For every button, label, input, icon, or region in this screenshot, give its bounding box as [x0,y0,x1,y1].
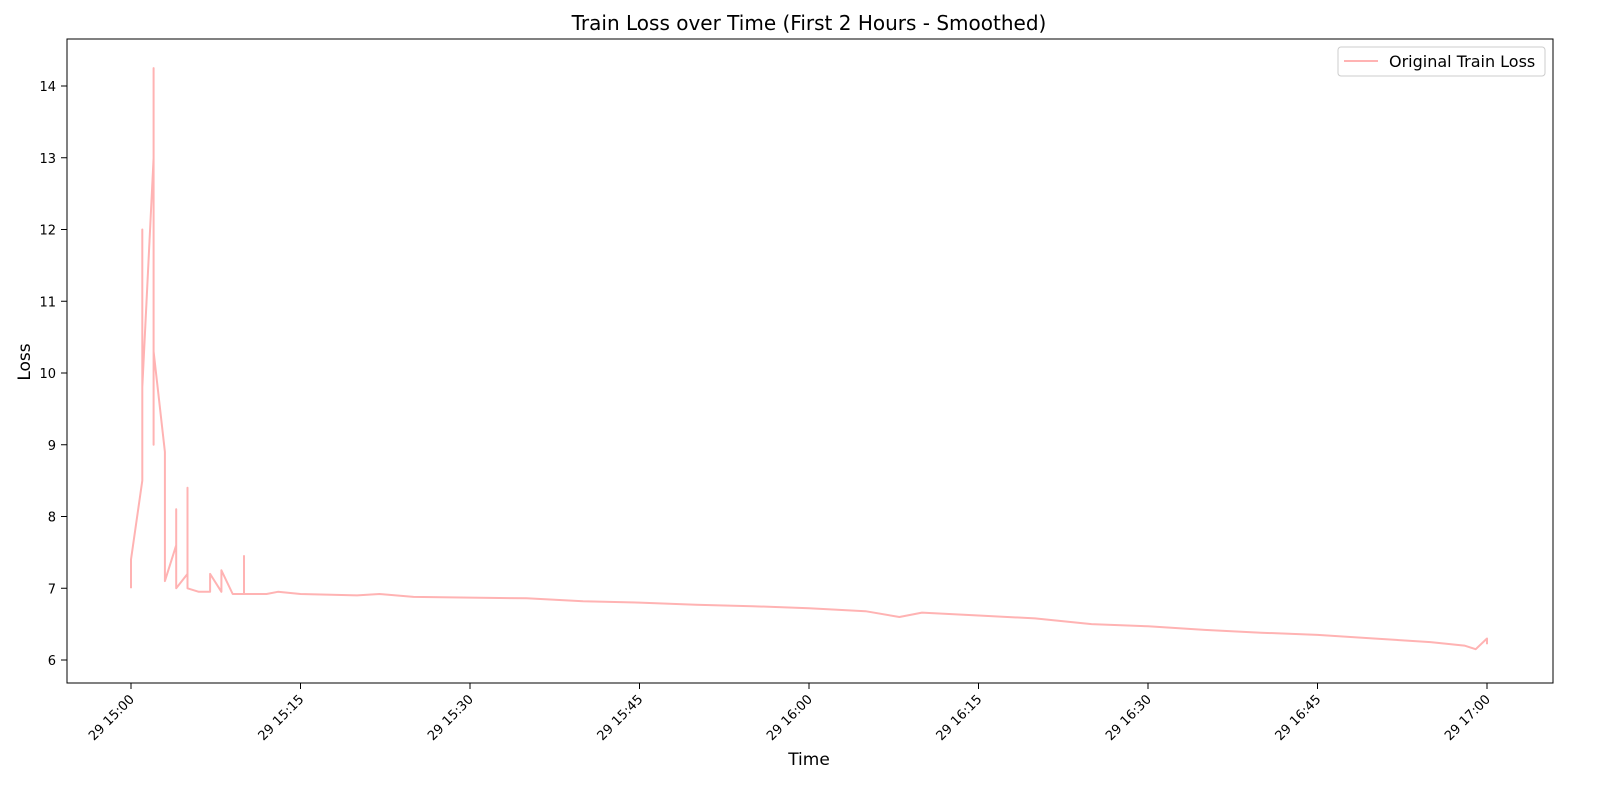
y-tick-label: 8 [48,511,56,526]
legend: Original Train Loss [1337,46,1546,77]
y-tick-label: 6 [48,654,56,669]
plot-area [66,38,1554,684]
y-tick-label: 10 [39,367,56,382]
y-tick-label: 13 [39,152,56,167]
x-tick-label: 29 16:00 [764,692,816,744]
series-line-train-loss [130,67,1488,651]
x-tick-label: 29 16:30 [1103,692,1155,744]
y-axis-label: Loss [15,343,35,380]
series-layer [130,67,1488,651]
y-tick-label: 14 [39,80,56,95]
x-tick-label: 29 16:45 [1273,692,1325,744]
legend-box [1337,46,1546,77]
y-tick-label: 7 [48,582,56,597]
x-tick-label: 29 15:30 [425,692,477,744]
x-tick-label: 29 16:15 [934,692,986,744]
y-tick-label: 9 [48,439,56,454]
x-tick-label: 29 15:15 [256,692,308,744]
y-tick-label: 12 [39,224,56,239]
y-axis: 6 7 8 9 10 11 12 13 14 [39,80,67,669]
x-tick-label: 29 15:45 [595,692,647,744]
chart-title: Train Loss over Time (First 2 Hours - Sm… [571,11,1047,35]
x-axis: 29 15:00 29 15:15 29 15:30 29 15:45 29 16:00… [86,683,1494,744]
x-tick-label: 29 15:00 [86,692,138,744]
x-tick-label: 29 17:00 [1442,692,1494,744]
x-axis-label: Time [787,750,830,770]
y-tick-label: 11 [39,295,56,310]
legend-label: Original Train Loss [1389,52,1535,71]
